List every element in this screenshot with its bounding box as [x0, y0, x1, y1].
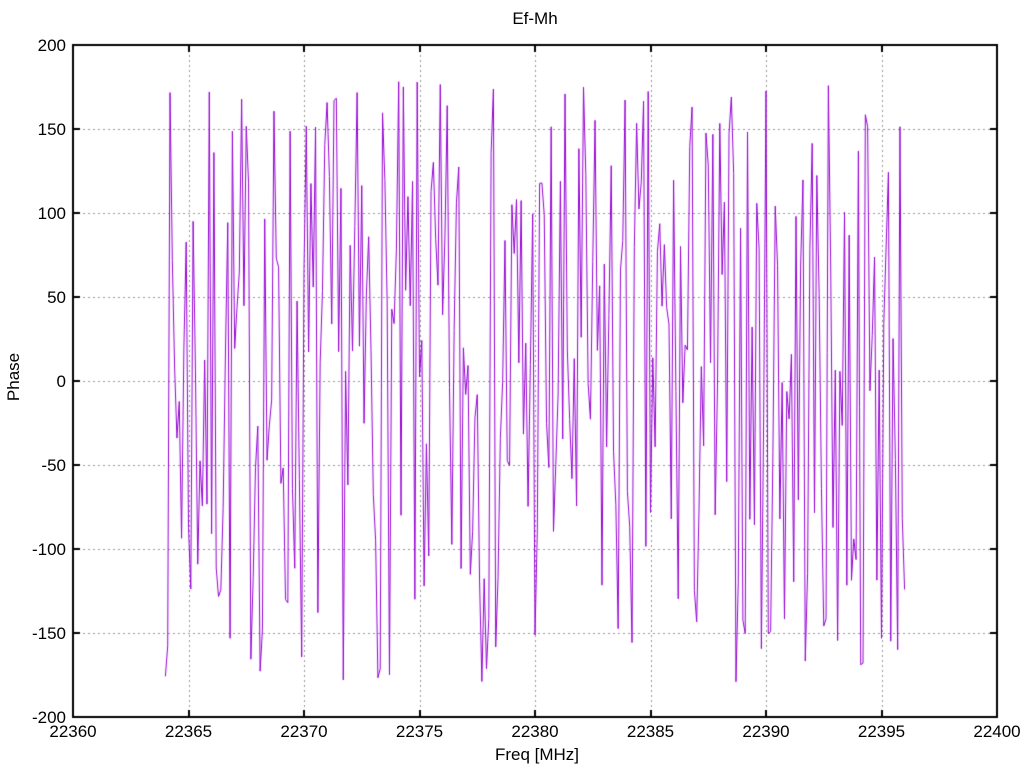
y-tick-label: -100	[31, 540, 66, 559]
y-tick-label: -150	[31, 624, 66, 643]
x-tick-label: 22395	[857, 722, 906, 741]
x-tick-label: 22370	[280, 722, 328, 741]
y-tick-label: 0	[56, 372, 66, 391]
x-tick-label: 22400	[973, 722, 1021, 741]
x-tick-label: 22385	[626, 722, 675, 741]
y-tick-label: 100	[37, 204, 66, 223]
chart-title: Ef-Mh	[512, 9, 558, 28]
x-tick-label: 22375	[395, 722, 444, 741]
y-tick-label: 50	[47, 288, 66, 307]
x-tick-label: 22380	[511, 722, 559, 741]
y-tick-label: 150	[37, 120, 66, 139]
x-tick-label: 22360	[49, 722, 97, 741]
x-tick-label: 22390	[742, 722, 790, 741]
x-tick-label: 22365	[164, 722, 213, 741]
x-axis-label: Freq [MHz]	[494, 745, 580, 764]
y-tick-label: 200	[37, 36, 66, 55]
y-tick-label: -200	[31, 708, 66, 727]
y-tick-label: -50	[41, 456, 66, 475]
